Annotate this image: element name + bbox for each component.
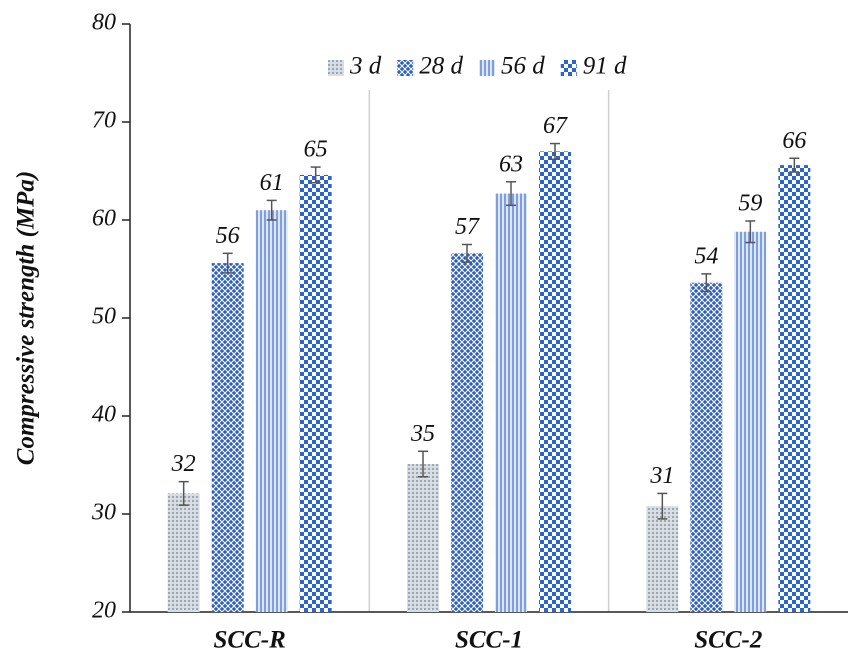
value-label: 65 <box>304 137 328 163</box>
y-tick-label: 60 <box>92 206 116 232</box>
error-bar <box>266 199 277 221</box>
value-label: 66 <box>782 128 806 154</box>
legend-label: 91 d <box>583 53 627 80</box>
y-axis-label: Compressive strength (MPa) <box>13 171 40 465</box>
bar <box>211 263 244 612</box>
value-label: 61 <box>260 170 284 196</box>
bar <box>255 210 288 612</box>
error-bar <box>550 142 560 160</box>
bar <box>539 151 571 612</box>
bar <box>167 493 200 612</box>
legend-label: 56 d <box>501 53 545 80</box>
y-tick-label: 50 <box>92 304 116 330</box>
value-label: 59 <box>738 190 762 216</box>
error-bar <box>418 450 428 478</box>
error-bar <box>701 273 712 293</box>
y-tick-label: 30 <box>91 500 116 526</box>
bar <box>407 464 439 612</box>
legend-swatch <box>560 60 577 76</box>
x-tick-label: SCC-R <box>214 627 286 654</box>
x-tick-label: SCC-1 <box>455 627 523 654</box>
legend-label: 28 d <box>419 53 463 80</box>
legend-swatch <box>328 60 344 76</box>
error-bar <box>310 166 321 184</box>
value-label: 57 <box>455 214 480 240</box>
legend-swatch <box>397 60 414 76</box>
value-label: 31 <box>649 463 674 489</box>
error-bar <box>506 181 516 207</box>
y-tick-label: 40 <box>92 402 116 428</box>
legend-label: 3 d <box>349 53 382 80</box>
legend-swatch <box>479 60 495 76</box>
value-label: 32 <box>171 451 196 477</box>
bar <box>734 231 767 612</box>
value-label: 35 <box>410 421 435 447</box>
y-tick-label: 70 <box>92 108 116 134</box>
error-bar <box>462 243 472 263</box>
x-tick-label: SCC-2 <box>694 627 762 654</box>
bar <box>495 193 527 613</box>
error-bar <box>178 480 189 506</box>
error-bar <box>657 492 668 520</box>
value-label: 67 <box>543 113 568 139</box>
value-label: 63 <box>499 151 523 177</box>
bar <box>646 506 679 612</box>
bar <box>690 282 723 612</box>
bar <box>299 174 332 613</box>
value-label: 56 <box>216 223 240 249</box>
error-bar <box>789 157 800 173</box>
bar <box>778 165 811 612</box>
y-tick-label: 20 <box>92 598 116 624</box>
error-bar <box>222 252 233 274</box>
y-tick-label: 80 <box>92 10 116 36</box>
bar <box>451 253 483 612</box>
value-label: 54 <box>694 243 718 269</box>
error-bar <box>745 220 756 244</box>
